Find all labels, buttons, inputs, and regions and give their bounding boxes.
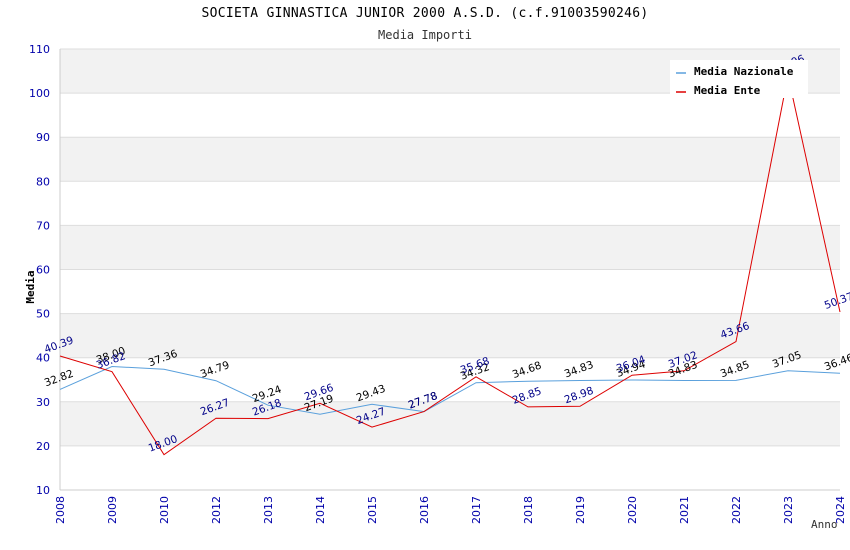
x-tick-label: 2012 [210,496,223,524]
x-tick-label: 2015 [366,496,379,524]
data-label: 34.79 [199,359,231,381]
data-label: 34.85 [719,359,751,381]
data-label: 29.43 [355,383,387,405]
series-lines [59,75,841,456]
y-tick-labels: 10 20 30 40 50 60 70 80 90 100 110 [29,43,50,497]
y-tick-label: 10 [36,484,50,497]
y-tick-label: 20 [36,440,50,453]
data-label: 34.68 [511,360,543,382]
x-tick-label: 2014 [314,496,327,524]
legend: Media Nazionale Media Ente [670,60,808,98]
legend-label-nazionale: Media Nazionale [694,65,794,78]
axes [59,49,840,491]
series-line [59,75,841,456]
x-tick-label: 2021 [678,496,691,524]
grid-band [60,225,840,270]
y-tick-label: 100 [29,87,50,100]
x-tick-label: 2016 [418,496,431,524]
y-axis-label: Media [24,270,37,303]
x-tick-label: 2024 [834,496,847,524]
series-line [59,365,841,415]
y-tick-label: 70 [36,219,50,232]
x-tick-label: 2019 [574,496,587,524]
x-axis-label: Anno [811,518,838,531]
y-tick-label: 80 [36,175,50,188]
chart-subtitle: Media Importi [378,28,472,42]
grid-band [60,401,840,446]
legend-label-ente: Media Ente [694,84,761,97]
grid-band [60,137,840,182]
y-tick-label: 90 [36,131,50,144]
y-tick-label: 60 [36,264,50,277]
data-label: 34.83 [563,359,595,381]
x-tick-label: 2013 [262,496,275,524]
x-tick-label: 2023 [782,496,795,524]
legend-background [670,60,808,98]
x-tick-label: 2009 [106,496,119,524]
grid-band [60,313,840,358]
x-tick-label: 2010 [158,496,171,524]
y-tick-label: 40 [36,352,50,365]
data-label: 32.82 [43,368,75,390]
x-tick-label: 2008 [54,496,67,524]
y-tick-label: 50 [36,308,50,321]
x-tick-label: 2018 [522,496,535,524]
y-tick-label: 110 [29,43,50,56]
y-tick-label: 30 [36,396,50,409]
x-tick-label: 2017 [470,496,483,524]
x-tick-label: 2022 [730,496,743,524]
x-tick-label: 2020 [626,496,639,524]
x-tick-labels: 2008 2009 2010 2012 2013 2014 2015 2016 2017 2018… [54,496,847,524]
grid-bands [60,49,840,446]
chart-title: SOCIETA GINNASTICA JUNIOR 2000 A.S.D. (c… [201,6,649,21]
